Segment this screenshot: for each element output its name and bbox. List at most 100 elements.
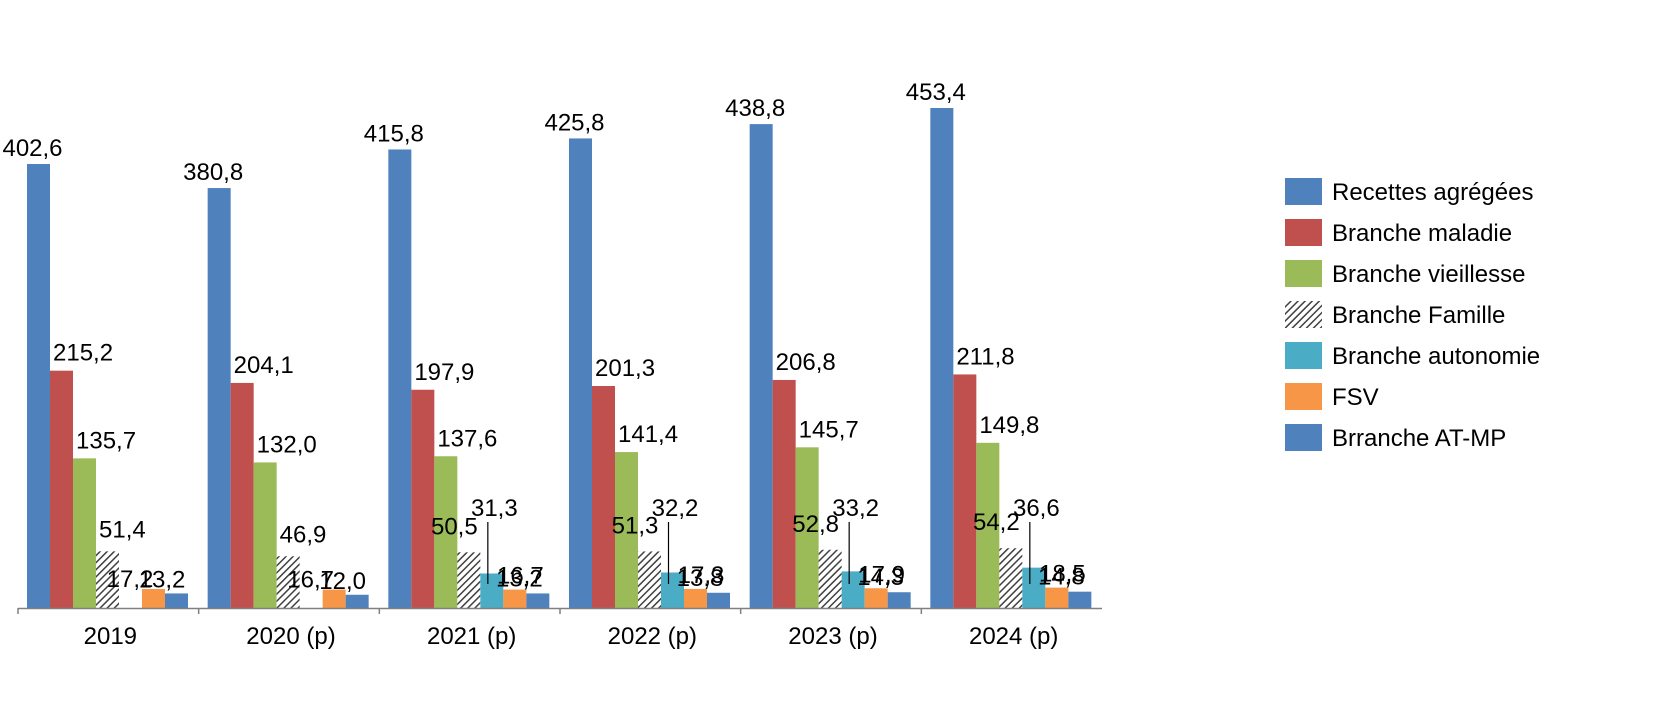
legend-label-branche-vieillesse: Branche vieillesse: [1332, 261, 1525, 288]
bar-fsv-2021-p: [503, 589, 527, 608]
data-label-brranche-at-mp-2022-p: 13,8: [677, 565, 724, 592]
bar-brranche-at-mp-2022-p: [707, 592, 730, 608]
bar-branche-famille-2024-p: [999, 548, 1023, 608]
bar-branche-vieillesse-2020-p: [253, 462, 277, 608]
data-label-recettes-agregees-2023-p: 438,8: [725, 95, 785, 122]
data-label-branche-maladie-2022-p: 201,3: [595, 355, 655, 382]
data-label-fsv-2023-p: 17,9: [858, 561, 905, 588]
x-tick-label-2019: 2019: [84, 623, 137, 650]
data-label-branche-vieillesse-2021-p: 137,6: [437, 425, 497, 452]
data-label-branche-autonomie-2024-p: 36,6: [1013, 495, 1060, 522]
data-label-branche-maladie-2023-p: 206,8: [776, 349, 836, 376]
bar-branche-famille-2023-p: [818, 549, 842, 608]
bar-brranche-at-mp-2020-p: [345, 594, 369, 608]
data-label-recettes-agregees-2024-p: 453,4: [906, 79, 966, 106]
data-label-branche-famille-2023-p: 52,8: [792, 511, 839, 538]
bar-fsv-2022-p: [684, 588, 707, 608]
bar-recettes-agregees-2020-p: [207, 188, 231, 608]
legend-label-branche-maladie: Branche maladie: [1332, 220, 1512, 247]
bar-recettes-agregees-2024-p: [930, 108, 954, 608]
data-label-recettes-agregees-2021-p: 415,8: [364, 120, 424, 147]
legend-label-recettes-agregees: Recettes agrégées: [1332, 179, 1533, 206]
data-label-branche-maladie-2021-p: 197,9: [414, 359, 474, 386]
data-label-branche-vieillesse-2024-p: 149,8: [979, 412, 1039, 439]
bar-fsv-2020-p: [322, 589, 346, 608]
legend-swatch-fsv: [1285, 383, 1322, 410]
x-tick-label-2024-p: 2024 (p): [969, 623, 1058, 650]
x-tick-label-2023-p: 2023 (p): [788, 623, 877, 650]
legend: Recettes agrégées Branche maladie Branche …: [1285, 178, 1540, 452]
data-label-branche-famille-2024-p: 54,2: [973, 509, 1020, 536]
bar-recettes-agregees-2019: [27, 164, 50, 608]
bar-branche-famille-2021-p: [457, 552, 481, 608]
data-label-fsv-2022-p: 17,3: [678, 562, 725, 589]
data-label-branche-famille-2021-p: 50,5: [431, 513, 478, 540]
legend-swatch-recettes-agregees: [1285, 178, 1322, 205]
data-label-branche-maladie-2020-p: 204,1: [234, 352, 294, 379]
bar-recettes-agregees-2022-p: [569, 138, 592, 608]
bar-branche-maladie-2024-p: [953, 374, 977, 608]
data-label-branche-vieillesse-2023-p: 145,7: [799, 416, 859, 443]
data-label-branche-autonomie-2022-p: 32,2: [652, 495, 699, 522]
bar-branche-famille-2020-p: [276, 556, 300, 608]
x-tick-label-2022-p: 2022 (p): [608, 623, 697, 650]
legend-swatch-branche-vieillesse: [1285, 260, 1322, 287]
data-label-branche-vieillesse-2022-p: 141,4: [618, 421, 678, 448]
data-label-brranche-at-mp-2023-p: 14,3: [857, 564, 904, 591]
data-label-recettes-agregees-2022-p: 425,8: [544, 109, 604, 136]
bar-branche-vieillesse-2022-p: [615, 452, 638, 608]
bar-fsv-2023-p: [864, 588, 888, 608]
legend-swatch-branche-maladie: [1285, 219, 1322, 246]
bar-branche-vieillesse-2024-p: [976, 442, 1000, 608]
legend-swatch-branche-autonomie: [1285, 342, 1322, 369]
data-label-brranche-at-mp-2019: 13,2: [139, 566, 186, 593]
bar-brranche-at-mp-2024-p: [1068, 591, 1092, 608]
bar-recettes-agregees-2023-p: [749, 124, 773, 608]
bar-branche-maladie-2021-p: [411, 389, 435, 608]
data-label-branche-maladie-2024-p: 211,8: [956, 343, 1014, 370]
bar-branche-famille-2022-p: [638, 551, 661, 608]
bar-branche-maladie-2023-p: [772, 379, 796, 608]
x-tick-label-2020-p: 2020 (p): [246, 623, 335, 650]
data-label-branche-vieillesse-2019: 135,7: [76, 427, 136, 454]
data-labels-layer: 402,6215,2135,751,417,213,2380,8204,1132…: [2, 79, 1085, 595]
data-label-fsv-2020-p: 16,7: [287, 567, 334, 594]
x-tick-label-2021-p: 2021 (p): [427, 623, 516, 650]
data-label-brranche-at-mp-2024-p: 14,8: [1038, 564, 1085, 591]
data-label-branche-autonomie-2021-p: 31,3: [471, 495, 518, 522]
data-label-branche-maladie-2019: 215,2: [53, 340, 113, 367]
data-label-fsv-2021-p: 16,7: [497, 563, 544, 590]
bar-brranche-at-mp-2021-p: [526, 593, 550, 608]
bars-layer: [27, 108, 1092, 609]
legend-swatch-brranche-at-mp: [1285, 424, 1322, 451]
data-label-recettes-agregees-2020-p: 380,8: [183, 159, 243, 186]
data-label-brranche-at-mp-2021-p: 13,2: [496, 565, 543, 592]
legend-label-fsv: FSV: [1332, 384, 1379, 411]
bar-branche-maladie-2019: [50, 370, 73, 608]
bar-branche-vieillesse-2021-p: [434, 456, 458, 608]
bar-branche-autonomie-2024-p: [1022, 567, 1046, 608]
bar-brranche-at-mp-2023-p: [887, 592, 911, 608]
bar-branche-maladie-2020-p: [230, 382, 254, 608]
bar-branche-famille-2019: [96, 551, 119, 608]
bar-branche-autonomie-2022-p: [661, 572, 684, 608]
legend-label-branche-famille: Branche Famille: [1332, 302, 1505, 329]
data-label-brranche-at-mp-2020-p: 12,0: [319, 568, 366, 595]
bar-brranche-at-mp-2019: [165, 593, 188, 608]
bar-recettes-agregees-2021-p: [388, 149, 412, 609]
bar-fsv-2019: [142, 589, 165, 608]
bar-branche-autonomie-2023-p: [841, 571, 865, 608]
data-label-fsv-2019: 17,2: [107, 566, 154, 593]
bar-branche-vieillesse-2023-p: [795, 447, 819, 608]
data-label-branche-famille-2020-p: 46,9: [280, 521, 327, 548]
bar-branche-autonomie-2021-p: [480, 573, 504, 608]
bar-branche-maladie-2022-p: [592, 386, 615, 608]
bar-fsv-2024-p: [1045, 587, 1069, 608]
data-label-branche-famille-2019: 51,4: [99, 516, 146, 543]
data-label-branche-vieillesse-2020-p: 132,0: [257, 431, 317, 458]
data-label-recettes-agregees-2019: 402,6: [2, 135, 62, 162]
data-label-fsv-2024-p: 18,5: [1039, 561, 1086, 588]
bar-branche-vieillesse-2019: [73, 458, 96, 608]
data-label-branche-famille-2022-p: 51,3: [612, 512, 659, 539]
